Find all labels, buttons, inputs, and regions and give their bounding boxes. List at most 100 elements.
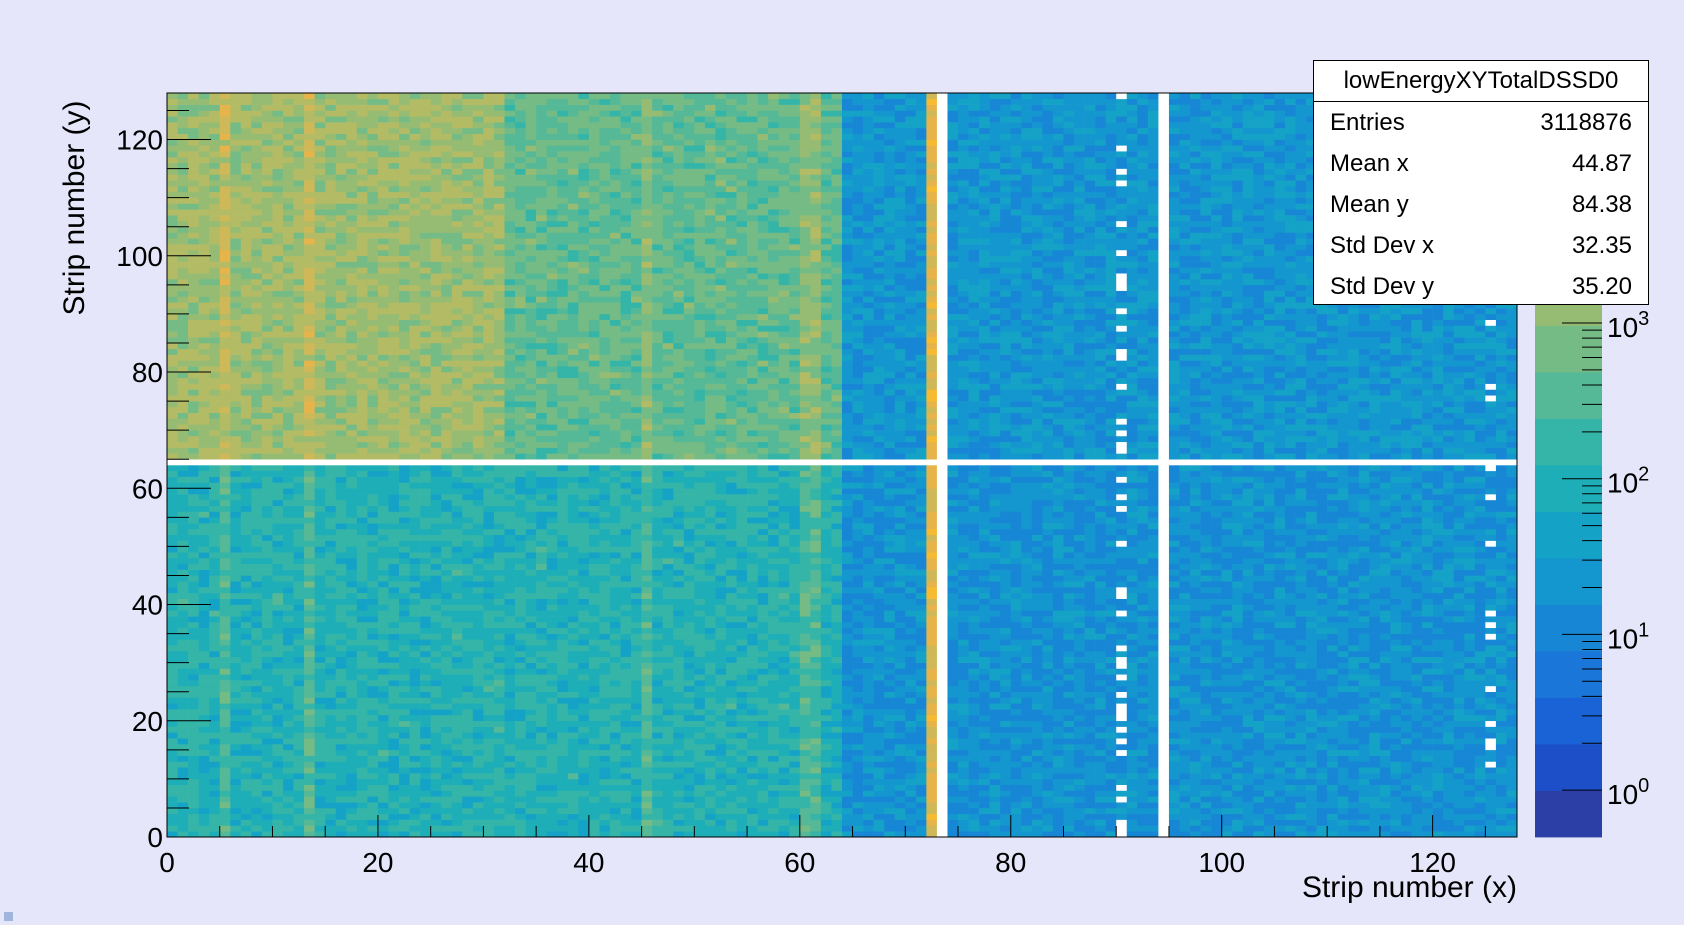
heatmap-cell [240, 273, 252, 280]
heatmap-cell [251, 255, 263, 262]
heatmap-cell [525, 674, 537, 681]
heatmap-cell [188, 662, 199, 669]
heatmap-cell [209, 395, 221, 402]
heatmap-cell [325, 523, 337, 530]
heatmap-cell [283, 267, 294, 274]
heatmap-cell [272, 273, 284, 280]
heatmap-cell [272, 377, 284, 384]
heatmap-cell [240, 110, 252, 117]
heatmap-cell [325, 784, 337, 791]
heatmap-cell [209, 761, 221, 768]
heatmap-cell [536, 470, 547, 477]
heatmap-cell [251, 668, 263, 675]
heatmap-cell [367, 807, 379, 815]
heatmap-cell [314, 203, 326, 210]
heatmap-cell [230, 93, 242, 100]
heatmap-cell [261, 604, 273, 611]
heatmap-cell [430, 511, 442, 518]
heatmap-cell [251, 325, 263, 332]
heatmap-cell [167, 552, 178, 559]
heatmap-cell [483, 174, 495, 181]
heatmap-cell [177, 273, 189, 280]
heatmap-cell [177, 773, 189, 780]
heatmap-cell [314, 714, 326, 722]
heatmap-cell [177, 558, 189, 565]
heatmap-cell [367, 714, 379, 722]
heatmap-cell [188, 709, 199, 716]
heatmap-cell [525, 366, 537, 373]
heatmap-cell [325, 220, 337, 227]
heatmap-cell [304, 441, 315, 448]
heatmap-cell [483, 488, 495, 495]
heatmap-cell [472, 156, 484, 164]
heatmap-cell [325, 406, 337, 413]
heatmap-cell [525, 499, 537, 506]
heatmap-cell [557, 424, 569, 431]
heatmap-cell [167, 534, 178, 541]
heatmap-cell [409, 453, 421, 460]
heatmap-cell [261, 290, 273, 297]
heatmap-cell [272, 453, 284, 460]
heatmap-cell [504, 145, 516, 152]
heatmap-cell [377, 354, 389, 361]
heatmap-cell [557, 372, 569, 379]
heatmap-cell [283, 488, 294, 495]
heatmap-cell [420, 226, 431, 233]
heatmap-cell [472, 360, 484, 367]
heatmap-cell [177, 505, 189, 512]
heatmap-cell [198, 174, 210, 181]
heatmap-cell [293, 465, 305, 472]
heatmap-cell [293, 151, 305, 158]
heatmap-cell [525, 523, 537, 530]
heatmap-cell [567, 732, 579, 739]
heatmap-cell [567, 511, 579, 518]
heatmap-cell [283, 244, 294, 251]
heatmap-cell [167, 744, 178, 751]
heatmap-cell [420, 685, 431, 692]
heatmap-cell [272, 726, 284, 733]
heatmap-cell [283, 685, 294, 692]
heatmap-cell [219, 558, 231, 565]
heatmap-cell [451, 499, 463, 506]
heatmap-cell [335, 302, 347, 309]
heatmap-cell [314, 685, 326, 692]
heatmap-cell [261, 133, 273, 140]
heatmap-cell [346, 517, 358, 524]
heatmap-cell [177, 465, 189, 472]
heatmap-cell [546, 255, 558, 262]
heatmap-cell [451, 401, 463, 408]
heatmap-cell [525, 465, 537, 472]
heatmap-cell [335, 767, 347, 774]
heatmap-cell [240, 563, 252, 570]
heatmap-cell [388, 197, 400, 204]
heatmap-cell [314, 395, 326, 402]
heatmap-cell [209, 709, 221, 716]
heatmap-cell [346, 249, 358, 257]
heatmap-cell [304, 447, 315, 454]
heatmap-cell [430, 732, 442, 739]
heatmap-cell [314, 744, 326, 751]
heatmap-cell [188, 302, 199, 309]
heatmap-cell [451, 348, 463, 355]
heatmap-cell [525, 592, 537, 599]
heatmap-cell [198, 430, 210, 437]
heatmap-cell [346, 703, 358, 710]
heatmap-cell [356, 133, 368, 140]
heatmap-cell [251, 552, 263, 559]
heatmap-cell [399, 191, 410, 198]
heatmap-cell [377, 610, 389, 617]
heatmap-cell [472, 203, 484, 210]
heatmap-cell [557, 406, 569, 413]
heatmap-cell [483, 133, 495, 140]
heatmap-cell [420, 244, 431, 251]
heatmap-cell [367, 627, 379, 634]
heatmap-cell [346, 401, 358, 408]
heatmap-cell [525, 587, 537, 594]
heatmap-cell [462, 412, 474, 419]
heatmap-cell [198, 517, 210, 524]
heatmap-cell [504, 418, 516, 425]
heatmap-cell [388, 203, 400, 210]
heatmap-cell [430, 738, 442, 745]
heatmap-cell [536, 302, 547, 309]
heatmap-cell [557, 558, 569, 565]
